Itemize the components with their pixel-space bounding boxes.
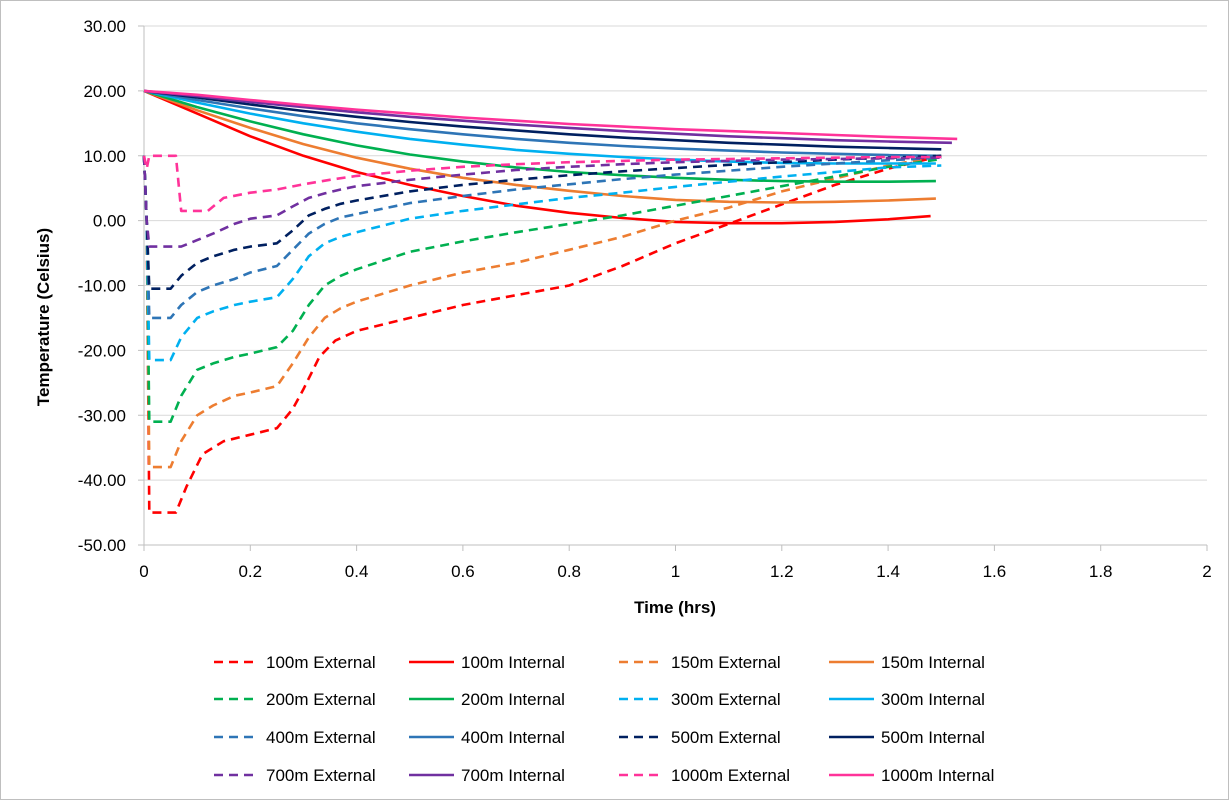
x-tick-label: 2 [1202, 562, 1211, 581]
series-line-500m-external [142, 154, 942, 291]
legend-entry: 1000m External [619, 766, 790, 785]
series-line-100m-external [142, 154, 942, 514]
legend-entry: 700m Internal [409, 766, 565, 785]
series-line-400m-external [142, 155, 942, 320]
legend-label: 300m Internal [881, 690, 985, 709]
series-line-700m-external [142, 155, 942, 248]
legend-label: 150m External [671, 653, 781, 672]
legend-entry: 500m Internal [829, 728, 985, 747]
legend-entry: 100m Internal [409, 653, 565, 672]
y-tick-label: 20.00 [83, 82, 126, 101]
series-line-500m-internal [143, 89, 942, 151]
legend-label: 700m External [266, 766, 376, 785]
legend-label: 150m Internal [881, 653, 985, 672]
legend-entry: 150m External [619, 653, 781, 672]
series-line-300m-internal [143, 89, 936, 165]
legend-entry: 300m External [619, 690, 781, 709]
legend-label: 500m Internal [881, 728, 985, 747]
legend-entry: 200m Internal [409, 690, 565, 709]
legend-entry: 200m External [214, 690, 376, 709]
series-line-1000m-internal [143, 89, 958, 141]
legend-label: 400m External [266, 728, 376, 747]
y-axis-title: Temperature (Celsius) [34, 228, 53, 406]
x-tick-label: 0.6 [451, 562, 475, 581]
legend: 100m External 100m Internal 150m External 1… [214, 653, 994, 785]
x-tick-label: 0.8 [557, 562, 581, 581]
x-tick-label: 1.6 [983, 562, 1007, 581]
legend-entry: 300m Internal [829, 690, 985, 709]
legend-label: 700m Internal [461, 766, 565, 785]
legend-label: 1000m External [671, 766, 790, 785]
y-tick-label: 30.00 [83, 17, 126, 36]
series-line-150m-external [142, 154, 942, 469]
x-axis-title: Time (hrs) [634, 598, 716, 617]
series-line-400m-internal [143, 89, 936, 158]
axes [138, 25, 1208, 551]
gridlines [144, 25, 1207, 481]
series-line-200m-external [142, 155, 942, 424]
legend-entry: 500m External [619, 728, 781, 747]
legend-entry: 400m Internal [409, 728, 565, 747]
series-line-100m-internal [143, 89, 931, 225]
data-series [142, 89, 958, 514]
x-tick-label: 0.2 [238, 562, 262, 581]
legend-label: 300m External [671, 690, 781, 709]
legend-label: 200m Internal [461, 690, 565, 709]
x-tick-label: 1.8 [1089, 562, 1113, 581]
legend-label: 100m External [266, 653, 376, 672]
series-line-700m-internal [143, 89, 952, 145]
legend-label: 200m External [266, 690, 376, 709]
legend-entry: 400m External [214, 728, 376, 747]
y-tick-label: -40.00 [78, 471, 126, 490]
y-tick-label: -50.00 [78, 536, 126, 555]
legend-entry: 100m External [214, 653, 376, 672]
series-line-1000m-external [142, 154, 942, 213]
y-tick-label: 0.00 [93, 212, 126, 231]
y-tick-label: 10.00 [83, 147, 126, 166]
x-tick-label: 1.2 [770, 562, 794, 581]
y-tick-label: -20.00 [78, 341, 126, 360]
tick-labels: 0 0.2 0.4 0.6 0.8 1 1.2 1.4 1.6 1.8 2 -50.00 -40.00 -… [78, 17, 1212, 581]
x-tick-label: 1.4 [876, 562, 900, 581]
x-tick-label: 0.4 [345, 562, 369, 581]
x-tick-label: 1 [671, 562, 680, 581]
legend-label: 400m Internal [461, 728, 565, 747]
series-line-200m-internal [143, 89, 936, 183]
legend-label: 100m Internal [461, 653, 565, 672]
legend-entry: 1000m Internal [829, 766, 994, 785]
legend-entry: 150m Internal [829, 653, 985, 672]
y-tick-label: -30.00 [78, 406, 126, 425]
x-tick-label: 0 [139, 562, 148, 581]
legend-label: 1000m Internal [881, 766, 994, 785]
legend-entry: 700m External [214, 766, 376, 785]
legend-label: 500m External [671, 728, 781, 747]
y-tick-label: -10.00 [78, 277, 126, 296]
